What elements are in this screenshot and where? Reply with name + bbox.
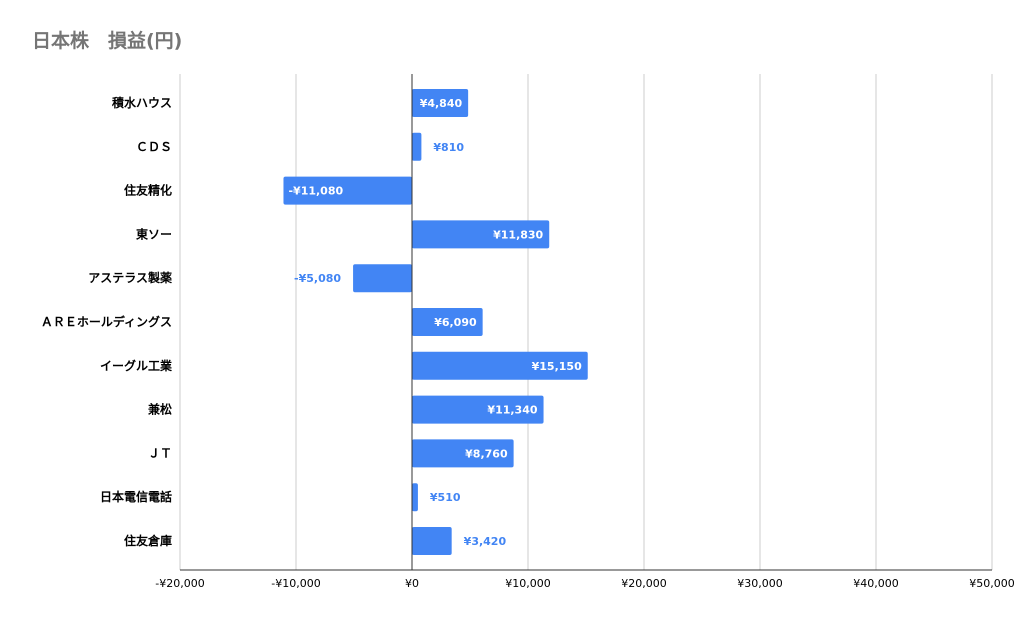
labels: -¥20,000 -¥10,000 ¥0 ¥10,000 ¥20,000 ¥30,000 ¥…	[41, 95, 1015, 590]
bar-value-label: ¥510	[430, 491, 461, 504]
category-label: ＣＤＳ	[136, 140, 172, 154]
bars	[283, 89, 588, 555]
axes	[180, 74, 992, 571]
bar	[353, 264, 412, 293]
x-tick-label: -¥20,000	[155, 577, 204, 590]
bar	[412, 483, 418, 512]
bar-value-label: ¥11,340	[487, 404, 537, 417]
bar-value-label: -¥11,080	[288, 185, 343, 198]
bar	[412, 351, 588, 380]
category-label: 日本電信電話	[100, 489, 172, 504]
bar	[412, 132, 422, 161]
category-label: 住友倉庫	[124, 533, 172, 548]
bar-value-label: ¥15,150	[532, 360, 582, 373]
bar	[412, 439, 514, 468]
category-label: アステラス製薬	[88, 270, 172, 285]
x-tick-label: -¥10,000	[271, 577, 320, 590]
x-tick-label: ¥10,000	[505, 577, 551, 590]
bar-value-label: ¥6,090	[434, 316, 477, 329]
category-label: 東ソー	[136, 226, 172, 241]
bar-value-label: ¥8,760	[465, 447, 508, 460]
bar-value-label: ¥810	[433, 141, 464, 154]
bar	[412, 308, 483, 336]
category-label: 兼松	[147, 402, 172, 417]
x-tick-label: ¥40,000	[853, 577, 899, 590]
bar	[283, 176, 412, 205]
category-label: ＡＲＥホールディングス	[41, 314, 172, 329]
x-tick-label: ¥0	[405, 577, 419, 590]
bar-value-label: ¥11,830	[493, 228, 543, 241]
x-tick-label: ¥20,000	[621, 577, 667, 590]
chart-title: 日本株 損益(円)	[32, 30, 183, 52]
x-tick-label: ¥50,000	[969, 577, 1015, 590]
bar-value-label: ¥3,420	[464, 535, 507, 548]
category-label: ＪＴ	[148, 446, 172, 460]
bar	[412, 220, 550, 249]
bar	[412, 89, 469, 117]
category-label: 住友精化	[124, 183, 172, 198]
category-label: 積水ハウス	[111, 95, 172, 110]
category-label: イーグル工業	[100, 358, 173, 373]
bar-value-label: ¥4,840	[420, 97, 463, 110]
bar	[412, 395, 544, 424]
bar	[412, 527, 452, 555]
gridlines	[179, 74, 993, 570]
x-tick-label: ¥30,000	[737, 577, 783, 590]
bar-value-label: -¥5,080	[294, 272, 341, 285]
